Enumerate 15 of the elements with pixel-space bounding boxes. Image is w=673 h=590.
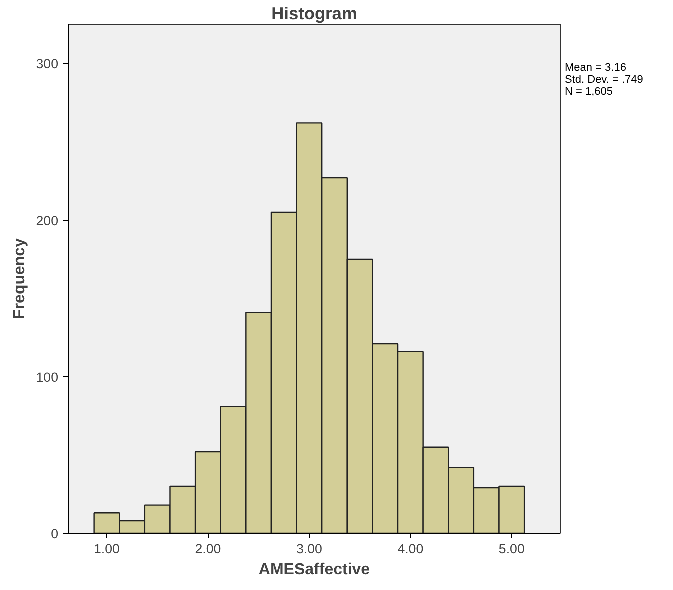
x-axis-title: AMESaffective xyxy=(258,562,370,578)
text: N = 1,605 xyxy=(565,86,614,98)
x-tick-label: 4.00 xyxy=(398,542,424,556)
x-tick-label: 2.00 xyxy=(195,542,222,556)
text: Std. Dev. = .749 xyxy=(565,74,644,86)
y-tick-label: 300 xyxy=(36,56,59,72)
y-axis-title: Frequency xyxy=(11,238,28,320)
y-tick-label: 0 xyxy=(51,526,59,542)
y-tick-label: 100 xyxy=(36,370,59,385)
y-tick-label: 200 xyxy=(36,213,59,228)
x-tick-label: 5.00 xyxy=(498,542,525,556)
text: Mean = 3.16 xyxy=(565,62,626,74)
x-tick-label: 1.00 xyxy=(94,542,120,556)
chart-title: Histogram xyxy=(272,4,358,24)
x-tick-label: 3.00 xyxy=(296,542,322,556)
